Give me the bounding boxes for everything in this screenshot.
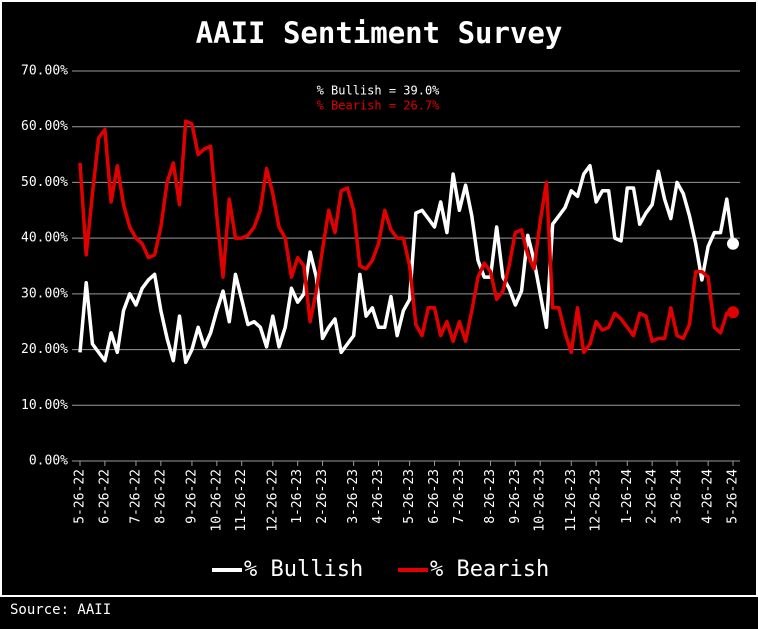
series-line (78, 163, 735, 365)
y-tick-label: 70.00% (21, 64, 68, 79)
x-tick-label: 4-26-24 (701, 469, 716, 524)
x-tick-label: 4-26-23 (371, 469, 386, 524)
y-tick-label: 0.00% (29, 454, 68, 469)
x-tick-label: 11-26-22 (234, 469, 249, 532)
x-tick-label: 8-26-23 (483, 469, 498, 524)
x-tick-label: 2-26-24 (645, 469, 660, 524)
x-tick-label: 9-26-22 (184, 469, 199, 524)
legend-label: % Bullish (244, 557, 363, 582)
x-tick-label: 2-26-23 (315, 469, 330, 524)
x-tick-label: 7-26-22 (128, 469, 143, 524)
source: Source: AAII (10, 602, 111, 618)
y-tick-label: 60.00% (21, 119, 68, 134)
x-tick-label: 5-26-24 (726, 469, 741, 524)
y-tick-label: 10.00% (21, 398, 68, 413)
x-tick-label: 8-26-22 (153, 469, 168, 524)
x-tick-label: 6-26-23 (427, 469, 442, 524)
x-tick-label: 1-26-24 (620, 469, 635, 524)
end-point (727, 306, 739, 319)
annotation: % Bullish = 39.0% (317, 84, 441, 98)
legend-label: % Bearish (430, 557, 549, 582)
y-tick-label: 40.00% (21, 231, 68, 246)
x-tick-label: 6-26-22 (97, 469, 112, 524)
y-tick-label: 30.00% (21, 286, 68, 301)
end-point (727, 237, 739, 250)
annotation: % Bearish = 26.7% (317, 99, 441, 113)
x-tick-label: 12-26-23 (589, 469, 604, 532)
frame (0, 0, 758, 597)
x-tick-label: 5-26-23 (402, 469, 417, 524)
chart-title: AAII Sentiment Survey (196, 16, 563, 50)
x-tick-label: 10-26-22 (209, 469, 224, 532)
series-line (78, 119, 734, 355)
x-tick-label: 7-26-23 (452, 469, 467, 524)
y-tick-label: 20.00% (21, 342, 68, 357)
x-tick-label: 3-26-24 (670, 469, 685, 524)
x-tick-label: 12-26-22 (265, 469, 280, 532)
x-tick-label: 3-26-23 (346, 469, 361, 524)
x-tick-label: 1-26-23 (290, 469, 305, 524)
x-tick-label: 9-26-23 (508, 469, 523, 524)
x-tick-label: 11-26-23 (564, 469, 579, 532)
x-tick-label: 5-26-22 (73, 469, 88, 524)
y-tick-label: 50.00% (21, 175, 68, 190)
x-tick-label: 10-26-23 (533, 469, 548, 532)
